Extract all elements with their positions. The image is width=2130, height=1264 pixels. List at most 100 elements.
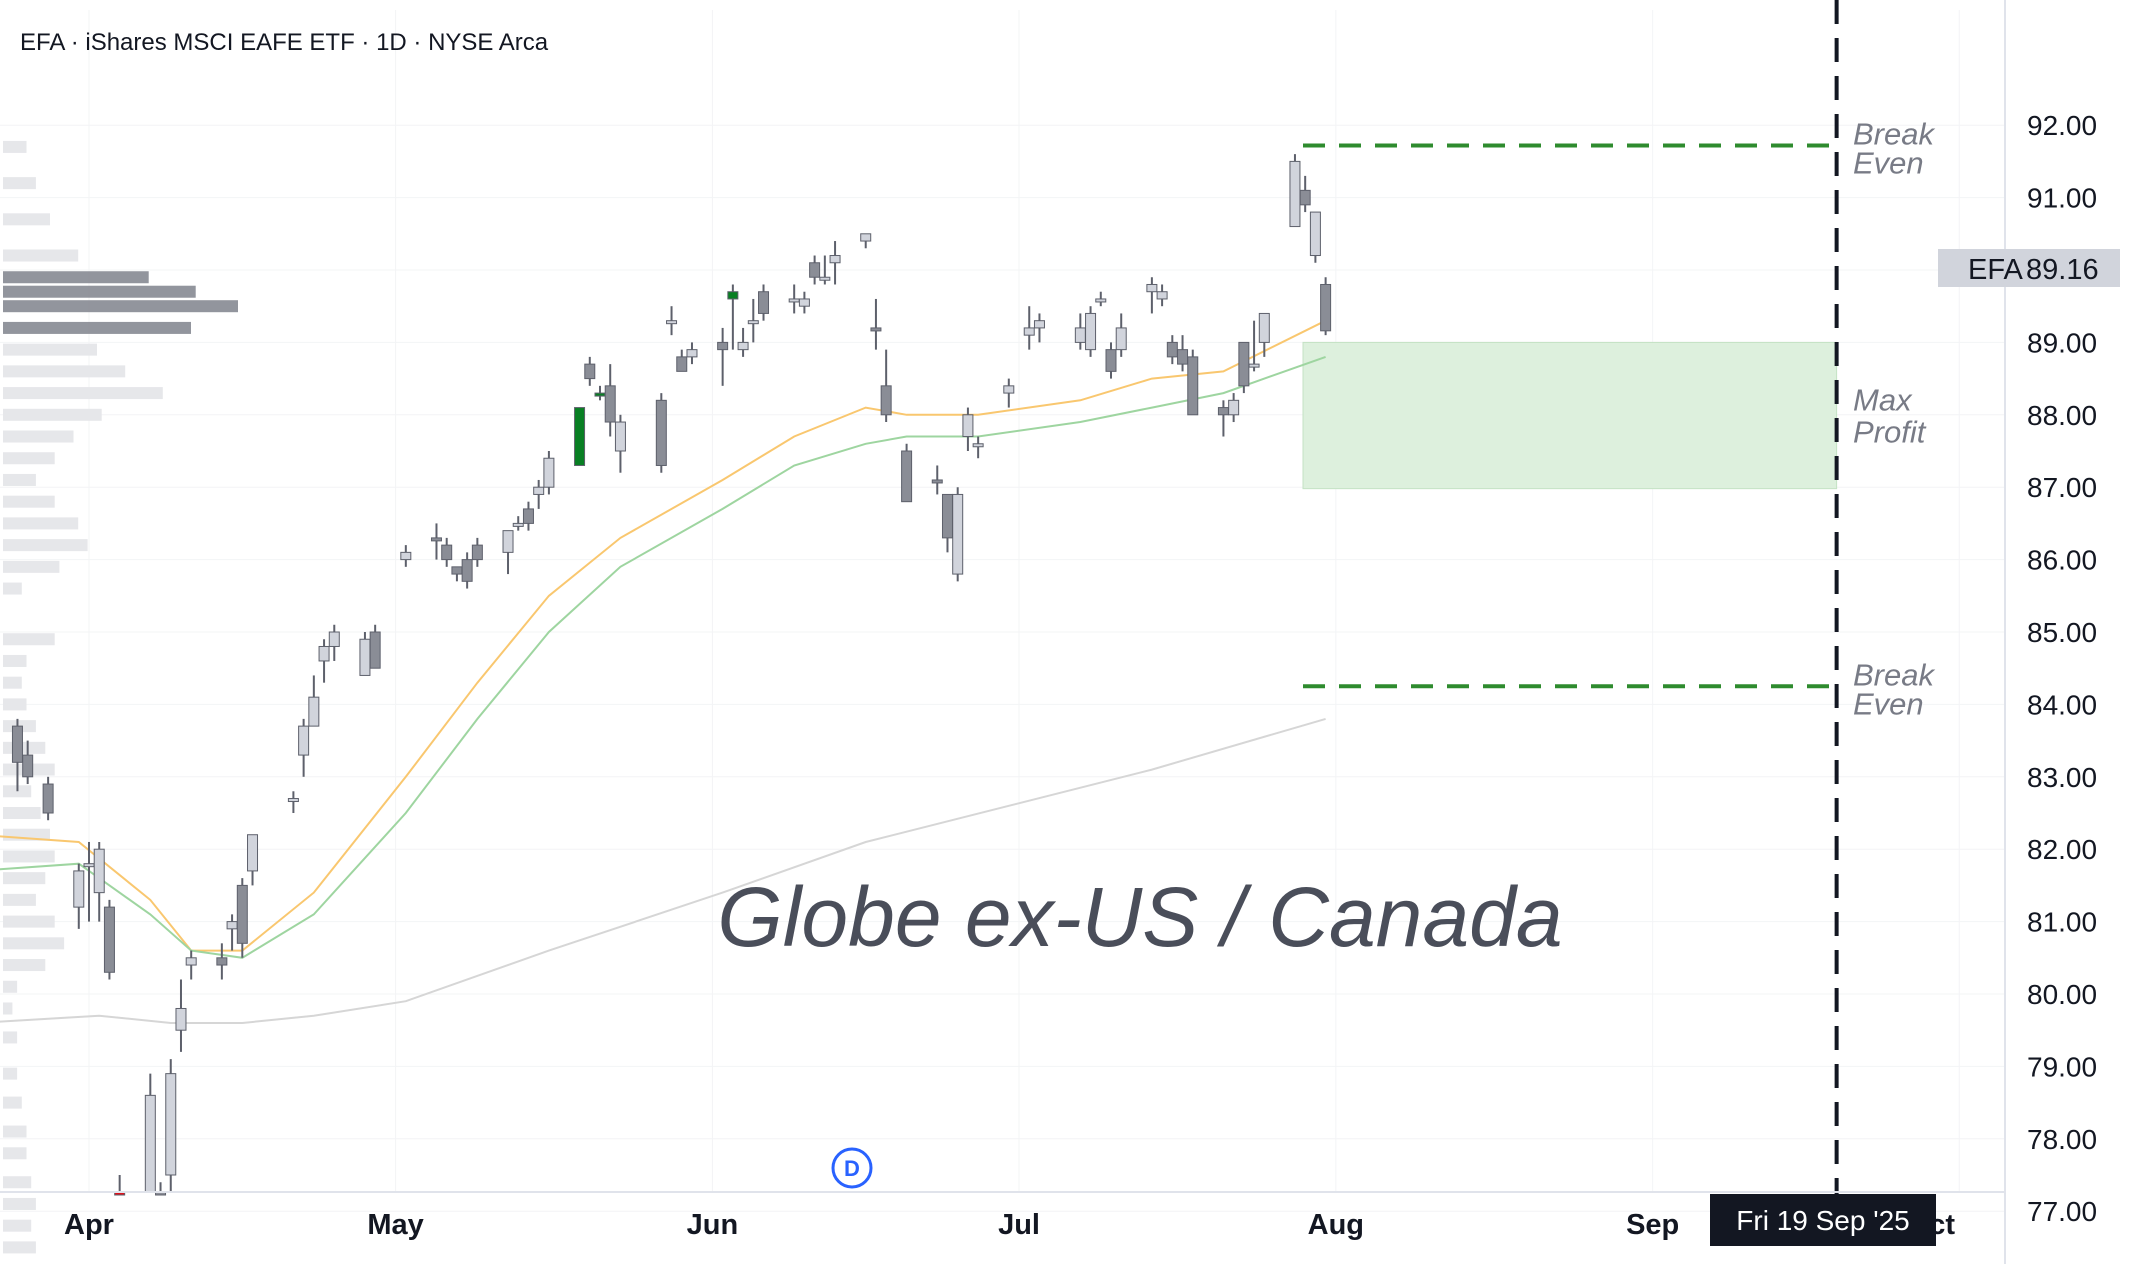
candle[interactable] (400, 545, 412, 567)
candle-body (941, 493, 953, 539)
candle[interactable] (798, 291, 810, 314)
candle[interactable] (1085, 306, 1097, 357)
candle[interactable] (287, 791, 299, 813)
candle[interactable] (1095, 291, 1107, 307)
candle[interactable] (1105, 342, 1117, 379)
candle[interactable] (676, 349, 688, 372)
candle-body (1146, 283, 1158, 293)
volume-profile-bar (3, 213, 50, 226)
candle[interactable] (308, 675, 320, 727)
candle[interactable] (93, 841, 105, 922)
candle[interactable] (1156, 284, 1168, 307)
crosshair-date-bg (1710, 1194, 1936, 1246)
chart-title: EFA · iShares MSCI EAFE ETF · 1D · NYSE … (20, 29, 549, 56)
candle[interactable] (298, 718, 310, 777)
candle[interactable] (604, 364, 616, 437)
candle[interactable] (758, 284, 770, 321)
candle[interactable] (11, 718, 23, 792)
candle[interactable] (737, 327, 749, 357)
candle[interactable] (1003, 378, 1015, 408)
candle[interactable] (1033, 313, 1045, 343)
candle[interactable] (584, 356, 596, 386)
candle[interactable] (686, 342, 698, 365)
candle[interactable] (42, 776, 54, 821)
candle[interactable] (819, 255, 831, 285)
candle[interactable] (870, 298, 882, 350)
candle[interactable] (972, 436, 984, 459)
candle[interactable] (747, 298, 759, 343)
candle[interactable] (1228, 393, 1240, 423)
dividend-marker[interactable]: D (831, 1147, 873, 1189)
x-tick-label: Jul (998, 1209, 1040, 1241)
candle[interactable] (175, 979, 187, 1052)
candle-body (788, 298, 800, 303)
candle[interactable] (441, 537, 453, 567)
candle[interactable] (185, 950, 197, 980)
candle[interactable] (1258, 312, 1270, 357)
candle[interactable] (880, 349, 892, 423)
candle[interactable] (717, 327, 729, 386)
y-tick-label: 78.00 (2027, 1124, 2097, 1155)
candle[interactable] (860, 233, 872, 249)
candle[interactable] (1289, 154, 1301, 228)
candle-body (318, 645, 330, 662)
y-tick-label: 84.00 (2027, 689, 2097, 720)
candle[interactable] (1146, 277, 1158, 314)
candle[interactable] (1187, 349, 1199, 416)
candle[interactable] (22, 740, 34, 785)
candle[interactable] (247, 834, 259, 886)
candle[interactable] (931, 465, 943, 495)
candle[interactable] (901, 443, 913, 503)
candle[interactable] (962, 407, 974, 451)
x-tick-label: Aug (1308, 1209, 1364, 1241)
candle[interactable] (471, 537, 483, 567)
candle[interactable] (1299, 175, 1311, 213)
candle[interactable] (103, 899, 115, 980)
candle[interactable] (1309, 211, 1321, 263)
candle-body (1320, 283, 1332, 332)
candle[interactable] (666, 306, 678, 336)
candle[interactable] (73, 863, 85, 929)
price-badge[interactable]: EFA 89.16 (1938, 249, 2120, 287)
candle[interactable] (533, 479, 545, 509)
candle-body (185, 957, 197, 966)
candle-body (604, 385, 616, 423)
candle-body (1074, 327, 1086, 343)
crosshair-date-label: Fri 19 Sep '25 (1710, 1194, 1936, 1246)
candle-body (471, 544, 483, 561)
candle[interactable] (1023, 306, 1035, 350)
candle[interactable] (236, 878, 248, 958)
candle[interactable] (216, 943, 228, 980)
candle[interactable] (328, 624, 340, 661)
y-tick-label: 86.00 (2027, 545, 2097, 576)
volume-profile-bar (3, 741, 46, 754)
candle[interactable] (655, 393, 667, 473)
candle[interactable] (614, 414, 626, 473)
candle-body (666, 320, 678, 325)
candle[interactable] (522, 501, 534, 531)
candle[interactable] (502, 530, 514, 575)
candles[interactable] (0, 154, 1332, 1196)
y-tick-label: 79.00 (2027, 1051, 2097, 1082)
candle[interactable] (430, 523, 442, 560)
candle[interactable] (1238, 341, 1250, 394)
candle[interactable] (809, 255, 821, 285)
candle[interactable] (727, 284, 739, 350)
candle-body (430, 537, 442, 542)
candle[interactable] (1248, 320, 1260, 372)
price-badge-symbol: EFA (1968, 254, 2023, 286)
candle[interactable] (512, 516, 524, 531)
candle[interactable] (829, 241, 841, 285)
volume-profile-bar (3, 1219, 32, 1232)
candle[interactable] (1320, 277, 1332, 336)
candle[interactable] (461, 552, 473, 589)
candle[interactable] (318, 639, 330, 683)
candle[interactable] (574, 407, 586, 466)
candle[interactable] (952, 487, 964, 582)
candle[interactable] (369, 624, 381, 669)
candle-body (328, 631, 340, 647)
candle[interactable] (1115, 313, 1127, 357)
candle[interactable] (543, 451, 555, 495)
candle[interactable] (165, 1059, 177, 1192)
